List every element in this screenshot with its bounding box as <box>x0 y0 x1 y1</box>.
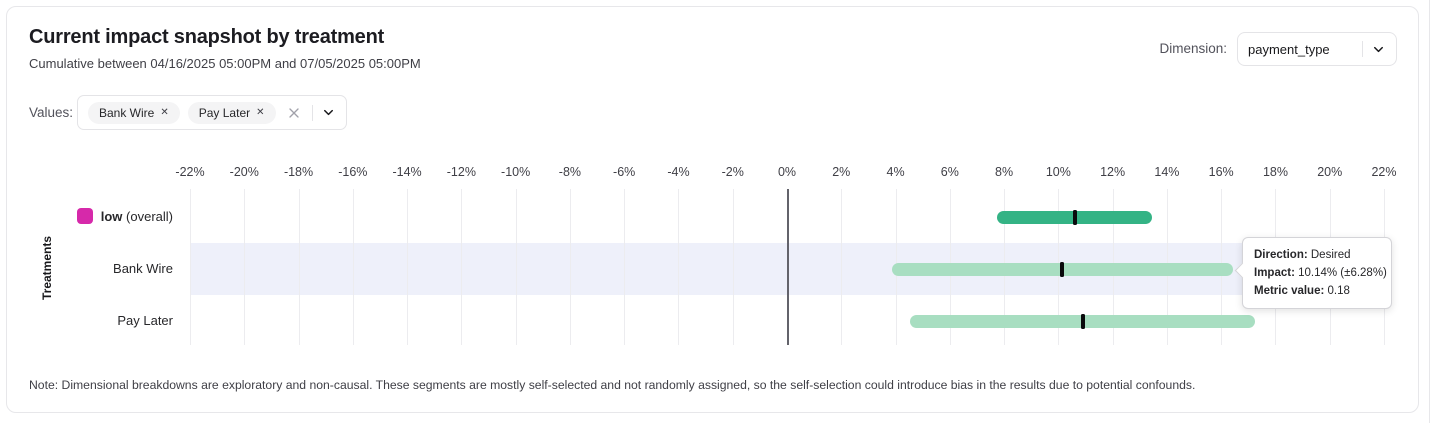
values-label: Values: <box>29 105 74 120</box>
x-tick-label: 16% <box>1208 165 1234 179</box>
x-tick-label: 18% <box>1262 165 1288 179</box>
x-tick-label: -18% <box>283 165 314 179</box>
value-chip[interactable]: Pay Later ✕ <box>187 101 276 124</box>
dimension-selected-value: payment_type <box>1248 41 1330 57</box>
legend-swatch <box>76 208 93 224</box>
gridline <box>298 189 300 345</box>
chip-label: Bank Wire <box>99 105 155 120</box>
x-tick-label: 2% <box>832 165 851 179</box>
gridline <box>515 189 517 345</box>
x-tick-label: 10% <box>1045 165 1071 179</box>
gridline <box>569 189 571 345</box>
x-tick-label: 22% <box>1371 165 1397 179</box>
gridline <box>624 189 626 345</box>
value-chip[interactable]: Bank Wire ✕ <box>88 101 180 124</box>
x-tick-label: -2% <box>721 165 744 179</box>
gridline <box>461 189 463 345</box>
gridline <box>407 189 409 345</box>
chip-remove-icon[interactable]: ✕ <box>160 107 169 118</box>
select-divider <box>1362 41 1363 57</box>
page-title: Current impact snapshot by treatment <box>29 26 385 48</box>
x-tick-label: -6% <box>613 165 636 179</box>
gridline <box>678 189 680 345</box>
x-tick-label: -4% <box>667 165 690 179</box>
bar-tooltip: Direction: Desired Impact: 10.14% (±6.28… <box>1242 237 1392 309</box>
x-tick-label: -10% <box>501 165 531 179</box>
chevron-down-icon[interactable] <box>1371 42 1386 57</box>
x-tick-label: -20% <box>229 165 259 179</box>
x-tick-label: 8% <box>995 165 1014 179</box>
impact-point-tick <box>1072 209 1077 225</box>
dimension-label: Dimension: <box>1159 41 1227 56</box>
x-tick-label: 4% <box>886 165 905 179</box>
impact-point-tick <box>1080 313 1085 329</box>
gridline <box>841 189 843 345</box>
x-tick-label: 14% <box>1154 165 1180 179</box>
tooltip-metric-value: Metric value: 0.18 <box>1254 285 1350 297</box>
impact-point-tick <box>1060 261 1065 277</box>
gridline <box>352 189 354 345</box>
chip-remove-icon[interactable]: ✕ <box>256 107 265 118</box>
zero-line <box>787 189 789 345</box>
x-tick-label: -16% <box>338 165 368 179</box>
chip-label: Pay Later <box>198 105 251 120</box>
impact-snapshot-card: Current impact snapshot by treatment Cum… <box>6 6 1419 413</box>
values-chips: Bank Wire ✕ Pay Later ✕ <box>88 101 284 124</box>
dimension-select[interactable]: payment_type <box>1237 32 1397 66</box>
x-tick-label: 0% <box>777 165 797 179</box>
adjacent-card-edge <box>1429 0 1430 423</box>
row-label: low (overall) <box>43 208 173 226</box>
values-multiselect[interactable]: Bank Wire ✕ Pay Later ✕ <box>77 95 347 130</box>
gridline <box>190 189 191 345</box>
x-tick-label: -12% <box>446 165 476 179</box>
date-range-subtitle: Cumulative between 04/16/2025 05:00PM an… <box>29 56 421 71</box>
clear-values-button[interactable] <box>284 105 304 121</box>
tooltip-direction: Direction: Desired <box>1254 249 1351 261</box>
row-label: Pay Later <box>117 313 173 328</box>
gridline <box>732 189 734 345</box>
footnote: Note: Dimensional breakdowns are explora… <box>29 378 1196 392</box>
gridline <box>244 189 246 345</box>
chevron-down-icon[interactable] <box>321 105 336 120</box>
impact-chart: Treatments -22% -20% -18% -16% -14% -12% -10% -… <box>7 7 1420 414</box>
x-tick-label: 6% <box>940 165 959 179</box>
x-tick-label: 12% <box>1100 165 1126 179</box>
x-tick-label: 20% <box>1317 165 1343 179</box>
tooltip-impact: Impact: 10.14% (±6.28%) <box>1254 267 1387 279</box>
select-divider <box>312 104 313 121</box>
x-tick-label: -14% <box>392 165 422 179</box>
row-label: Bank Wire <box>113 261 173 276</box>
x-tick-label: -8% <box>558 165 582 179</box>
x-tick-label: -22% <box>175 165 205 179</box>
